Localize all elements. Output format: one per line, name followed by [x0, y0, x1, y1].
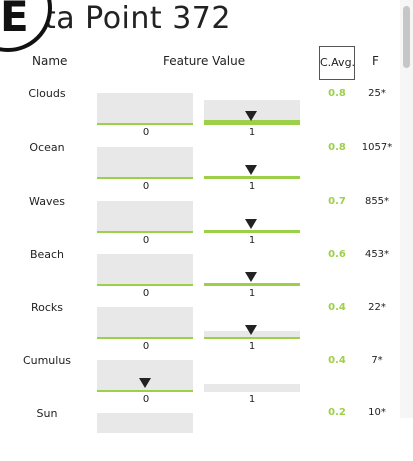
left-baseline: [97, 231, 193, 233]
left-bar-area: [97, 307, 193, 339]
cavg-value: 0.8: [328, 88, 346, 99]
marker-icon: [139, 378, 151, 388]
f-value: 7*: [371, 355, 383, 366]
left-baseline: [97, 337, 193, 339]
cavg-value: 0.8: [328, 142, 346, 153]
column-header-f: F: [372, 54, 379, 68]
tick-0: 0: [142, 288, 150, 299]
column-header-name: Name: [32, 54, 68, 68]
feature-name: Clouds: [28, 87, 66, 100]
cavg-value: 0.2: [328, 407, 346, 418]
marker-icon: [245, 325, 257, 335]
left-baseline: [97, 390, 193, 392]
tick-1: 1: [248, 288, 256, 299]
table-row: Sun 0.2 10*: [0, 407, 400, 461]
right-value-bar: [204, 230, 300, 233]
table-row: Ocean 0 1 0.8 1057*: [0, 141, 400, 195]
f-value: 453*: [364, 249, 390, 260]
marker-icon: [245, 272, 257, 282]
feature-name: Rocks: [30, 301, 64, 314]
logo-icon: E: [0, 0, 52, 52]
logo-letter: E: [0, 0, 29, 41]
table-row: Rocks 0 1 0.4 22*: [0, 301, 400, 355]
table-row: Waves 0 1 0.7 855*: [0, 195, 400, 249]
right-value-bar: [204, 120, 300, 125]
tick-1: 1: [248, 341, 256, 352]
left-bar-area: [97, 201, 193, 233]
f-value: 1057*: [361, 142, 393, 153]
right-bar-area: [204, 100, 300, 120]
cavg-value: 0.6: [328, 249, 346, 260]
f-value: 22*: [368, 302, 386, 313]
tick-0: 0: [142, 235, 150, 246]
right-value-bar: [204, 337, 300, 339]
scrollbar-track[interactable]: [400, 0, 413, 418]
column-header-feature-value: Feature Value: [163, 54, 246, 68]
right-bar-area: [204, 384, 300, 392]
right-value-bar: [204, 283, 300, 286]
feature-name: Beach: [29, 248, 65, 261]
left-baseline: [97, 177, 193, 179]
tick-1: 1: [248, 181, 256, 192]
left-bar-area: [97, 147, 193, 179]
table-row: Cumulus 0 1 0.4 7*: [0, 354, 400, 408]
marker-icon: [245, 111, 257, 121]
column-header-cavg[interactable]: C.Avg.: [319, 46, 355, 80]
table-row: Beach 0 1 0.6 453*: [0, 248, 400, 302]
tick-1: 1: [248, 127, 256, 138]
table-row: Clouds 0 1 0.8 25*: [0, 87, 400, 141]
tick-0: 0: [142, 394, 150, 405]
scrollbar-thumb[interactable]: [403, 6, 410, 68]
left-bar-area: [97, 413, 193, 433]
tick-0: 0: [142, 127, 150, 138]
cavg-value: 0.4: [328, 302, 346, 313]
f-value: 10*: [368, 407, 386, 418]
f-value: 25*: [368, 88, 386, 99]
feature-name: Sun: [36, 407, 58, 420]
marker-icon: [245, 219, 257, 229]
feature-name: Cumulus: [22, 354, 72, 367]
left-bar-area: [97, 254, 193, 286]
cavg-value: 0.4: [328, 355, 346, 366]
tick-1: 1: [248, 235, 256, 246]
tick-0: 0: [142, 181, 150, 192]
left-baseline: [97, 284, 193, 286]
left-baseline: [97, 123, 193, 125]
left-bar-area: [97, 93, 193, 125]
feature-name: Ocean: [29, 141, 65, 154]
cavg-value: 0.7: [328, 196, 346, 207]
marker-icon: [245, 165, 257, 175]
tick-1: 1: [248, 394, 256, 405]
right-value-bar: [204, 176, 300, 179]
page-title: ta Point 372: [44, 1, 231, 36]
f-value: 855*: [364, 196, 390, 207]
feature-name: Waves: [29, 195, 65, 208]
tick-0: 0: [142, 341, 150, 352]
